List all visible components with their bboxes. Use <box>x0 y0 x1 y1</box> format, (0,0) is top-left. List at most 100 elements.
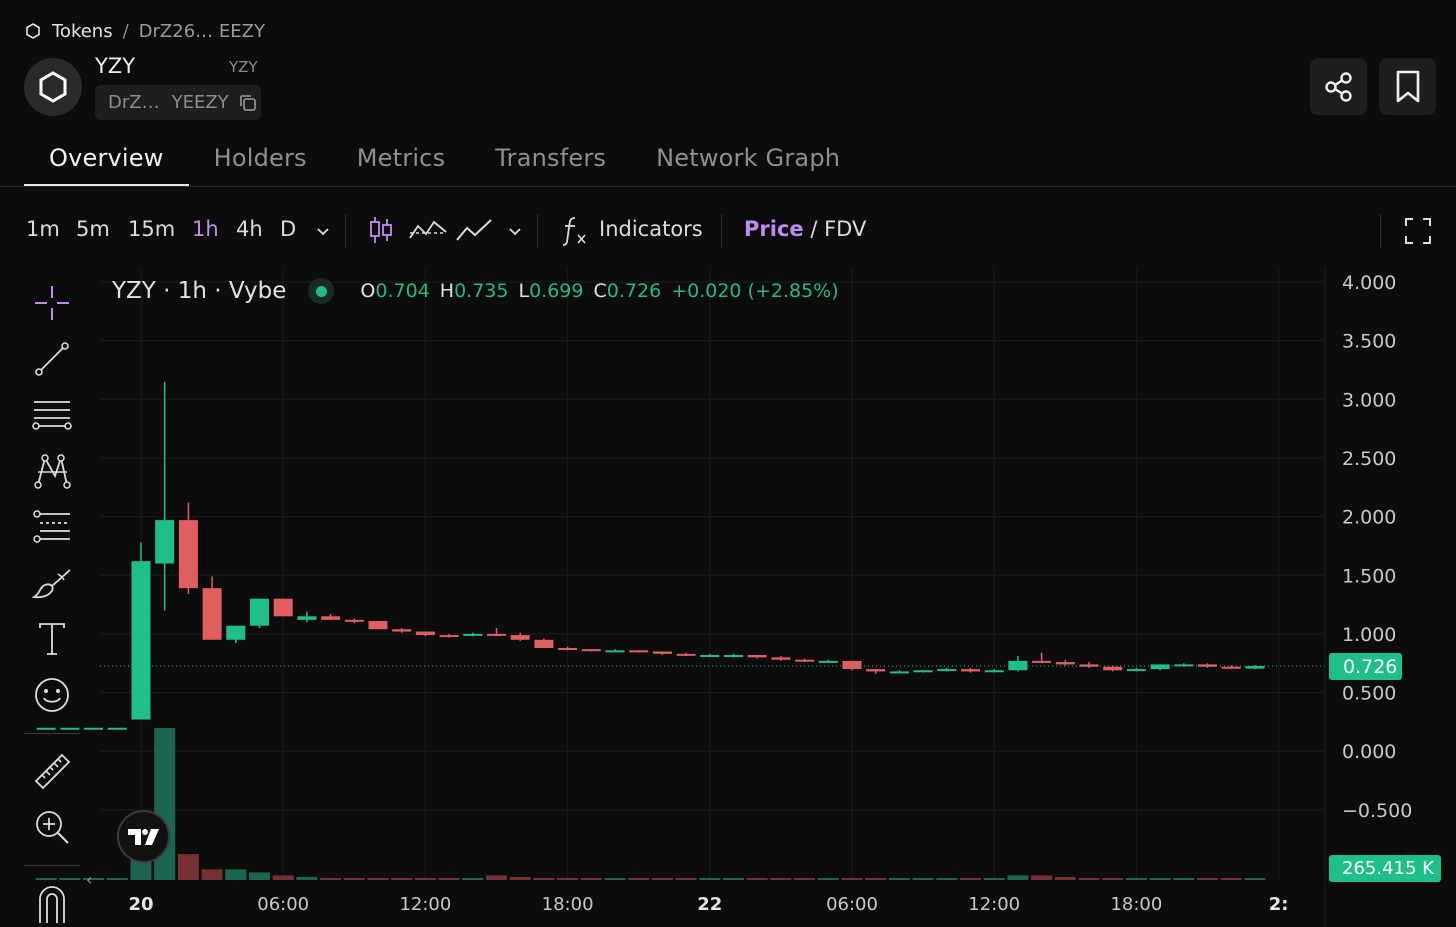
x-tick-label: 06:00 <box>257 894 309 915</box>
trend-line-icon <box>35 342 69 376</box>
x-tick-label: 12:00 <box>968 894 1020 915</box>
x-tick-label: 06:00 <box>826 894 878 915</box>
text-icon <box>39 623 65 655</box>
fdv-toggle-label[interactable]: FDV <box>824 217 867 241</box>
volume-bar <box>770 878 792 880</box>
close-value: 0.726 <box>606 280 662 302</box>
tab-metrics[interactable]: Metrics <box>356 144 446 172</box>
candle-body <box>1103 666 1123 671</box>
drawing-toolbar-divider <box>24 865 80 866</box>
volume-bar <box>367 878 389 880</box>
text-tool[interactable] <box>31 618 73 660</box>
candle-body <box>463 633 483 636</box>
crosshair-tool[interactable] <box>31 282 73 324</box>
breadcrumb-tokens-link[interactable]: Tokens <box>52 20 113 42</box>
candle-body <box>273 598 293 617</box>
token-name: YZY <box>95 54 136 78</box>
x-tick-label: 18:00 <box>1110 894 1162 915</box>
chevron-down-icon[interactable] <box>315 223 331 239</box>
ruler-icon <box>34 753 71 790</box>
brush-tool[interactable] <box>31 562 73 604</box>
volume-bar <box>59 878 81 880</box>
timeframe-1m[interactable]: 1m <box>26 217 60 241</box>
price-change: +0.020 (+2.85%) <box>671 280 839 302</box>
candle-body <box>700 655 720 658</box>
candle-body <box>107 727 127 730</box>
y-tick-label: 4.000 <box>1342 272 1396 294</box>
close-key: C <box>593 280 607 302</box>
baseline-chart-type-icon[interactable] <box>408 216 448 244</box>
candle-body <box>1008 660 1028 671</box>
breadcrumb-current: DrZ26… EEZY <box>138 20 265 42</box>
candle-body <box>1055 662 1075 665</box>
x-tick-label: 20 <box>128 894 153 915</box>
fib-tool[interactable] <box>31 506 73 548</box>
volume-bar <box>1149 878 1171 880</box>
volume-bar <box>817 878 839 880</box>
volume-bar <box>746 878 768 880</box>
tradingview-logo[interactable] <box>117 810 170 863</box>
fibonacci-icon <box>33 510 70 543</box>
pattern-tool[interactable] <box>31 450 73 492</box>
candle-body <box>1126 669 1146 672</box>
volume-bar <box>841 878 863 880</box>
tab-transfers[interactable]: Transfers <box>495 144 607 172</box>
volume-bar <box>1173 878 1195 880</box>
measure-tool[interactable] <box>31 750 73 792</box>
volume-bar <box>1054 876 1076 880</box>
candle-body <box>937 669 957 672</box>
price-chart[interactable]: 4.000 3.500 3.000 2.500 2.000 1.500 1.000 0.500… <box>0 262 1456 927</box>
market-status-dot <box>308 278 335 304</box>
horizontal-lines-tool[interactable] <box>31 394 73 436</box>
volume-bar <box>225 869 247 880</box>
y-tick-label: 2.000 <box>1342 507 1396 529</box>
magnet-tool[interactable] <box>31 882 73 924</box>
emoji-tool[interactable] <box>31 674 73 716</box>
candle-body <box>913 670 933 673</box>
candles-chart-type-icon[interactable] <box>368 214 394 246</box>
smiley-icon <box>35 678 69 712</box>
timeframe-4h[interactable]: 4h <box>236 217 263 241</box>
price-fdv-toggle[interactable]: Price / FDV <box>744 217 866 241</box>
line-chart-type-icon[interactable] <box>455 216 493 244</box>
bookmark-button[interactable] <box>1379 58 1436 115</box>
fullscreen-icon[interactable] <box>1404 217 1432 245</box>
volume-bar <box>936 878 958 880</box>
candlestick-chart[interactable]: 4.000 3.500 3.000 2.500 2.000 1.500 1.000 0.500… <box>0 262 1456 927</box>
open-key: O <box>360 280 376 302</box>
function-icon[interactable] <box>561 214 589 246</box>
timeframe-d[interactable]: D <box>280 217 297 241</box>
timeframe-15m[interactable]: 15m <box>128 217 176 241</box>
y-tick-label: 1.000 <box>1342 624 1396 646</box>
tab-holders[interactable]: Holders <box>213 144 307 172</box>
volume-bar <box>1244 878 1266 880</box>
chevron-down-icon[interactable] <box>507 223 523 239</box>
zoom-tool[interactable] <box>31 806 73 848</box>
y-axis[interactable]: 4.000 3.500 3.000 2.500 2.000 1.500 1.000 0.500… <box>1324 268 1441 927</box>
share-button[interactable] <box>1310 58 1367 115</box>
price-toggle-label[interactable]: Price <box>744 217 804 241</box>
trend-line-tool[interactable] <box>31 338 73 380</box>
timeframe-5m[interactable]: 5m <box>76 217 110 241</box>
token-address-chip[interactable]: DrZ… YEEZY <box>95 85 261 120</box>
low-value: 0.699 <box>529 280 584 302</box>
x-axis[interactable]: ‹ 20 06:00 12:00 18:00 22 06:00 12:00 18:00 2: <box>86 870 1288 915</box>
indicators-button[interactable]: Indicators <box>599 217 703 241</box>
breadcrumb-separator: / <box>122 20 129 42</box>
volume-bar <box>723 878 744 880</box>
volume-bar <box>486 875 507 880</box>
candle-body <box>155 520 175 564</box>
volume-tag <box>1329 855 1441 882</box>
y-tick-label: 0.500 <box>1342 683 1396 705</box>
volume-bar <box>201 869 223 880</box>
timeframe-1h[interactable]: 1h <box>192 217 219 241</box>
volume-bar <box>438 878 460 880</box>
tab-network-graph[interactable]: Network Graph <box>656 144 841 172</box>
tab-overview[interactable]: Overview <box>24 134 189 186</box>
candle-body <box>795 659 815 662</box>
volume-bar <box>343 878 365 880</box>
candle-body <box>368 620 388 630</box>
copy-icon[interactable] <box>238 93 258 113</box>
volume-bar <box>960 878 981 880</box>
candle-body <box>1221 666 1241 669</box>
